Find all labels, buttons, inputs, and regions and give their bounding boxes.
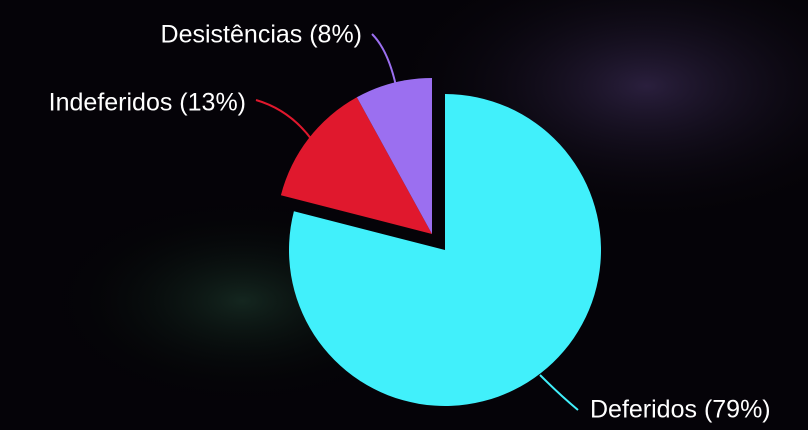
pie-slice	[289, 94, 601, 406]
leader-line	[539, 374, 579, 411]
pie-slice	[356, 78, 432, 234]
pie-slice	[280, 97, 432, 234]
slice-label: Indeferidos (13%)	[49, 89, 246, 117]
leader-line	[255, 99, 313, 141]
leader-line	[371, 33, 397, 87]
slice-label: Desistências (8%)	[161, 21, 362, 49]
slice-label: Deferidos (79%)	[590, 396, 771, 424]
